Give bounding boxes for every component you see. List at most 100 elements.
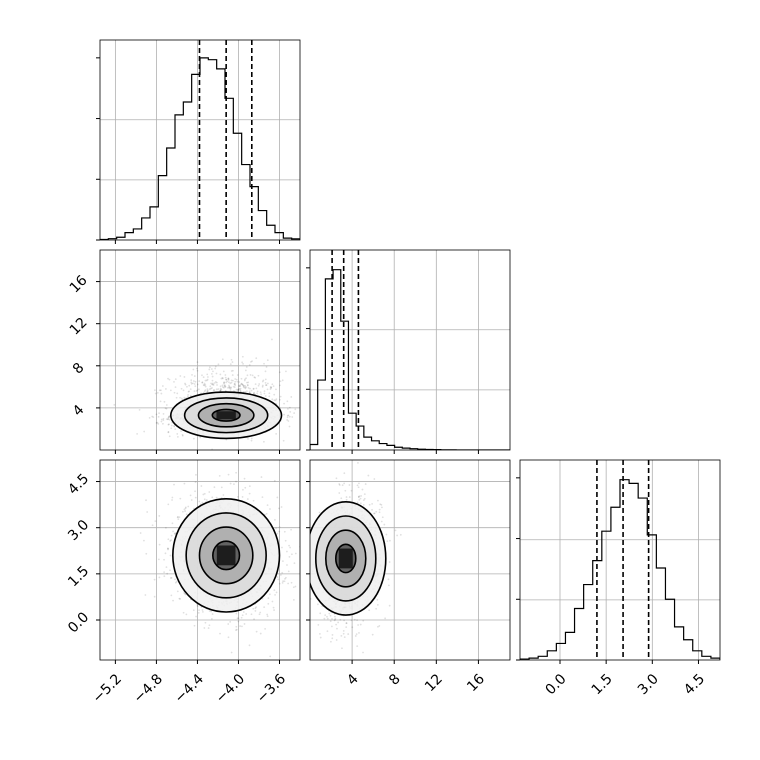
scatter-point: [282, 439, 285, 442]
scatter-point: [202, 376, 205, 379]
scatter-point: [243, 477, 246, 480]
scatter-point: [206, 391, 209, 393]
scatter-point: [155, 422, 158, 424]
scatter-point: [267, 597, 270, 600]
scatter-point: [241, 614, 244, 617]
scatter-point: [387, 584, 390, 587]
scatter-point: [225, 378, 227, 381]
scatter-point: [241, 496, 244, 498]
scatter-point: [340, 497, 343, 500]
scatter-point: [177, 518, 180, 521]
scatter-point: [203, 492, 206, 495]
scatter-point: [235, 625, 238, 628]
scatter-point: [247, 437, 249, 440]
scatter-point: [173, 483, 175, 486]
scatter-point: [287, 582, 290, 585]
scatter-point: [211, 375, 214, 378]
scatter-point: [257, 384, 260, 387]
scatter-point: [228, 386, 231, 389]
scatter-point: [138, 409, 141, 411]
scatter-point: [271, 338, 273, 341]
scatter-point: [164, 388, 167, 390]
scatter-point: [362, 651, 364, 654]
scatter-point: [224, 385, 226, 388]
scatter-point: [275, 388, 277, 391]
scatter-point: [290, 528, 292, 531]
ytick-label-p2-2: 3.0: [65, 517, 92, 544]
scatter-point: [210, 610, 213, 613]
scatter-point: [260, 393, 262, 396]
scatter-point: [220, 486, 223, 489]
scatter-point: [219, 389, 222, 391]
scatter-point: [284, 539, 287, 542]
density-panel-2: [306, 459, 511, 664]
scatter-point: [358, 482, 360, 485]
scatter-point: [238, 385, 241, 387]
scatter-point: [161, 385, 164, 387]
scatter-point: [221, 376, 224, 379]
scatter-point: [381, 506, 383, 509]
scatter-point: [143, 539, 145, 542]
scatter-point: [194, 496, 197, 499]
scatter-point: [245, 386, 248, 389]
scatter-point: [317, 603, 319, 606]
xtick-label-p1-2: 12: [422, 671, 446, 695]
scatter-point: [179, 598, 182, 600]
scatter-point: [182, 451, 184, 453]
scatter-point: [268, 392, 271, 395]
scatter-point: [198, 380, 201, 383]
scatter-point: [247, 387, 250, 389]
scatter-point: [230, 358, 233, 361]
scatter-point: [206, 390, 209, 393]
scatter-point: [256, 392, 259, 395]
scatter-point: [160, 420, 163, 423]
scatter-point: [276, 576, 279, 579]
scatter-point: [345, 496, 348, 498]
histogram-panel-2: [516, 459, 721, 664]
scatter-point: [253, 391, 256, 394]
xtick-label-p1-1: 8: [386, 671, 404, 689]
scatter-point: [340, 634, 343, 637]
scatter-point: [290, 553, 293, 556]
scatter-point: [191, 373, 193, 376]
scatter-point: [230, 381, 233, 384]
scatter-point: [359, 497, 362, 500]
scatter-point: [184, 507, 187, 510]
scatter-point: [326, 617, 329, 620]
scatter-point: [330, 625, 333, 628]
scatter-point: [279, 380, 282, 383]
scatter-point: [177, 516, 179, 518]
scatter-point: [288, 406, 291, 409]
xtick-label-p0-2: −4.4: [172, 671, 207, 706]
scatter-point: [187, 505, 190, 508]
scatter-point: [283, 530, 286, 533]
scatter-point: [330, 640, 332, 643]
scatter-point: [230, 386, 232, 389]
xtick-label-p2-0: 0.0: [543, 671, 570, 698]
scatter-point: [378, 511, 381, 514]
scatter-point: [242, 611, 245, 613]
scatter-point: [184, 510, 186, 512]
scatter-point: [244, 386, 246, 389]
scatter-point: [192, 437, 195, 440]
contour-2: [185, 512, 267, 599]
scatter-point: [381, 516, 384, 519]
scatter-point: [156, 421, 159, 424]
scatter-point: [209, 366, 211, 369]
scatter-point: [202, 493, 205, 496]
scatter-point: [204, 383, 207, 386]
scatter-point: [331, 637, 334, 640]
scatter-point: [206, 378, 209, 381]
scatter-point: [378, 625, 381, 627]
scatter-point: [286, 564, 288, 566]
density-core: [338, 548, 353, 569]
scatter-point: [182, 389, 185, 392]
scatter-point: [358, 632, 360, 634]
scatter-point: [243, 379, 246, 382]
scatter-point: [162, 419, 165, 422]
scatter-point: [248, 492, 251, 495]
scatter-point: [266, 382, 269, 385]
scatter-point: [248, 390, 251, 393]
scatter-point: [173, 391, 176, 394]
